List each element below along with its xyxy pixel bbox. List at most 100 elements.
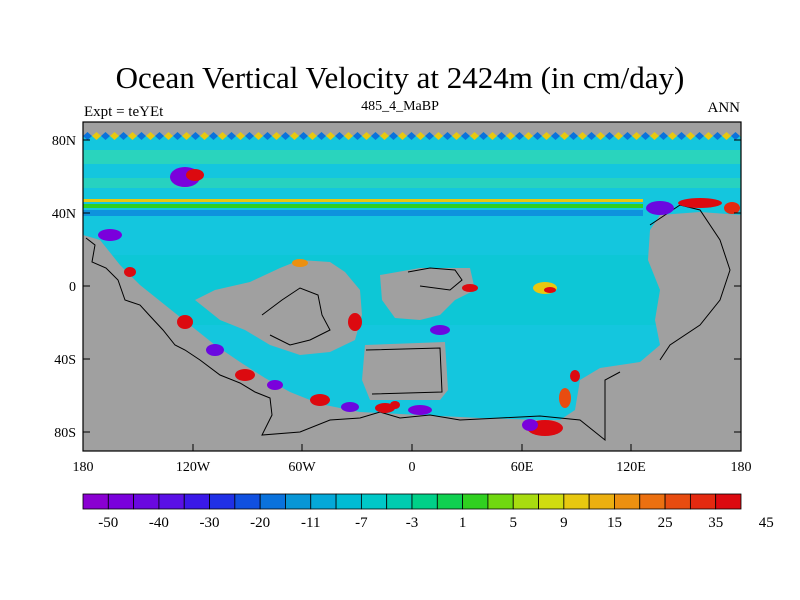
- lat-label-40s: 40S: [54, 353, 76, 368]
- colorbar-box: [538, 493, 565, 510]
- hotspot: [177, 315, 193, 329]
- fringe-cell: [380, 132, 389, 140]
- lat-label-80n: 80N: [52, 134, 76, 149]
- ocean-band: [83, 150, 741, 164]
- central-continent-west: [195, 260, 362, 355]
- fringe-cell: [308, 132, 317, 140]
- fringe-cell: [497, 132, 506, 140]
- colorbar-label: -50: [98, 515, 118, 531]
- fringe-cell: [731, 132, 740, 140]
- colorbar-labels: -50 -40 -30 -20 -11 -7 -3 1 5 9 15 25 35 45: [98, 515, 774, 531]
- fringe-cell: [119, 132, 128, 140]
- colorbar-box: [158, 493, 185, 510]
- colorbar-label: 45: [759, 515, 774, 531]
- fringe-cell: [425, 132, 434, 140]
- colorbar-box: [285, 493, 312, 510]
- fringe-cell: [704, 132, 713, 140]
- coastline: [365, 347, 443, 395]
- hotspot: [724, 202, 740, 214]
- hotspot: [375, 403, 395, 413]
- colorbar-box: [209, 493, 236, 510]
- colorbar-box: [310, 493, 337, 510]
- hotspot: [124, 267, 136, 277]
- fringe-cell: [299, 132, 308, 140]
- fringe-cell: [524, 132, 533, 140]
- hotspot: [98, 229, 122, 241]
- hotspot: [292, 259, 308, 267]
- colorbar: [82, 493, 742, 510]
- fringe-cell: [101, 132, 110, 140]
- lon-label-120e: 120E: [616, 460, 646, 475]
- experiment-label: Expt = teYEt: [84, 104, 164, 120]
- hotspot: [267, 380, 283, 390]
- colorbar-label: 1: [459, 515, 467, 531]
- fringe-cell: [92, 132, 101, 140]
- fringe-cell: [182, 132, 191, 140]
- fringe-cell: [452, 132, 461, 140]
- colorbar-label: -40: [149, 515, 169, 531]
- lat-label-40n: 40N: [52, 207, 76, 222]
- colorbar-label: 9: [560, 515, 568, 531]
- colorbar-box: [588, 493, 615, 510]
- fringe-cell: [362, 132, 371, 140]
- page-title: Ocean Vertical Velocity at 2424m (in cm/…: [115, 60, 685, 95]
- fringe-cell: [569, 132, 578, 140]
- hotspot: [646, 201, 674, 215]
- season-label: ANN: [707, 100, 741, 116]
- fringe-cell: [281, 132, 290, 140]
- colorbar-box: [107, 493, 135, 510]
- hotspot: [522, 419, 538, 431]
- velocity-hotspots: [98, 167, 740, 436]
- fringe-cell: [227, 132, 236, 140]
- hotspot: [235, 369, 255, 381]
- fringe-cell: [245, 132, 254, 140]
- colorbar-label: -30: [200, 515, 220, 531]
- fringe-cell: [398, 132, 407, 140]
- lon-label-60e: 60E: [511, 460, 534, 475]
- fringe-cell: [173, 132, 182, 140]
- colorbar-box: [689, 493, 717, 510]
- colorbar-box: [563, 493, 590, 510]
- north-polar-land: [83, 122, 741, 136]
- colorbar-box: [462, 493, 489, 510]
- fringe-cell: [335, 132, 344, 140]
- fringe-cell: [209, 132, 218, 140]
- colorbar-label: -7: [355, 515, 368, 531]
- coastline: [261, 287, 331, 346]
- colorbar-box: [411, 493, 438, 510]
- fringe-cell: [470, 132, 479, 140]
- fringe-cell: [389, 132, 398, 140]
- southern-island: [362, 342, 448, 400]
- colorbar-label: 25: [658, 515, 673, 531]
- lat-label-0: 0: [69, 280, 76, 295]
- fringe-cell: [155, 132, 164, 140]
- fringe-cell: [587, 132, 596, 140]
- fringe-cell: [686, 132, 695, 140]
- colorbar-box: [487, 493, 514, 510]
- hotspot: [348, 313, 362, 331]
- fringe-cell: [623, 132, 632, 140]
- hotspot: [206, 344, 224, 356]
- colorbar-label: -20: [250, 515, 270, 531]
- fringe-cell: [272, 132, 281, 140]
- hotspot: [570, 370, 580, 382]
- fringe-cell: [218, 132, 227, 140]
- latitude-axis: 80N 40N 0 40S 80S: [52, 134, 741, 441]
- central-continent-east: [380, 268, 475, 320]
- fringe-cell: [407, 132, 416, 140]
- lon-label-180w: 180: [73, 460, 94, 475]
- colorbar-box: [82, 493, 109, 510]
- colorbar-box: [512, 493, 539, 510]
- fringe-cell: [596, 132, 605, 140]
- jet-anomaly-line: [83, 204, 643, 208]
- fringe-cell: [164, 132, 173, 140]
- fringe-cell: [722, 132, 731, 140]
- fringe-cell: [677, 132, 686, 140]
- polar-fringe: [83, 132, 741, 140]
- fringe-cell: [560, 132, 569, 140]
- fringe-cell: [317, 132, 326, 140]
- fringe-cell: [83, 132, 92, 140]
- hotspot: [186, 169, 204, 181]
- fringe-cell: [533, 132, 542, 140]
